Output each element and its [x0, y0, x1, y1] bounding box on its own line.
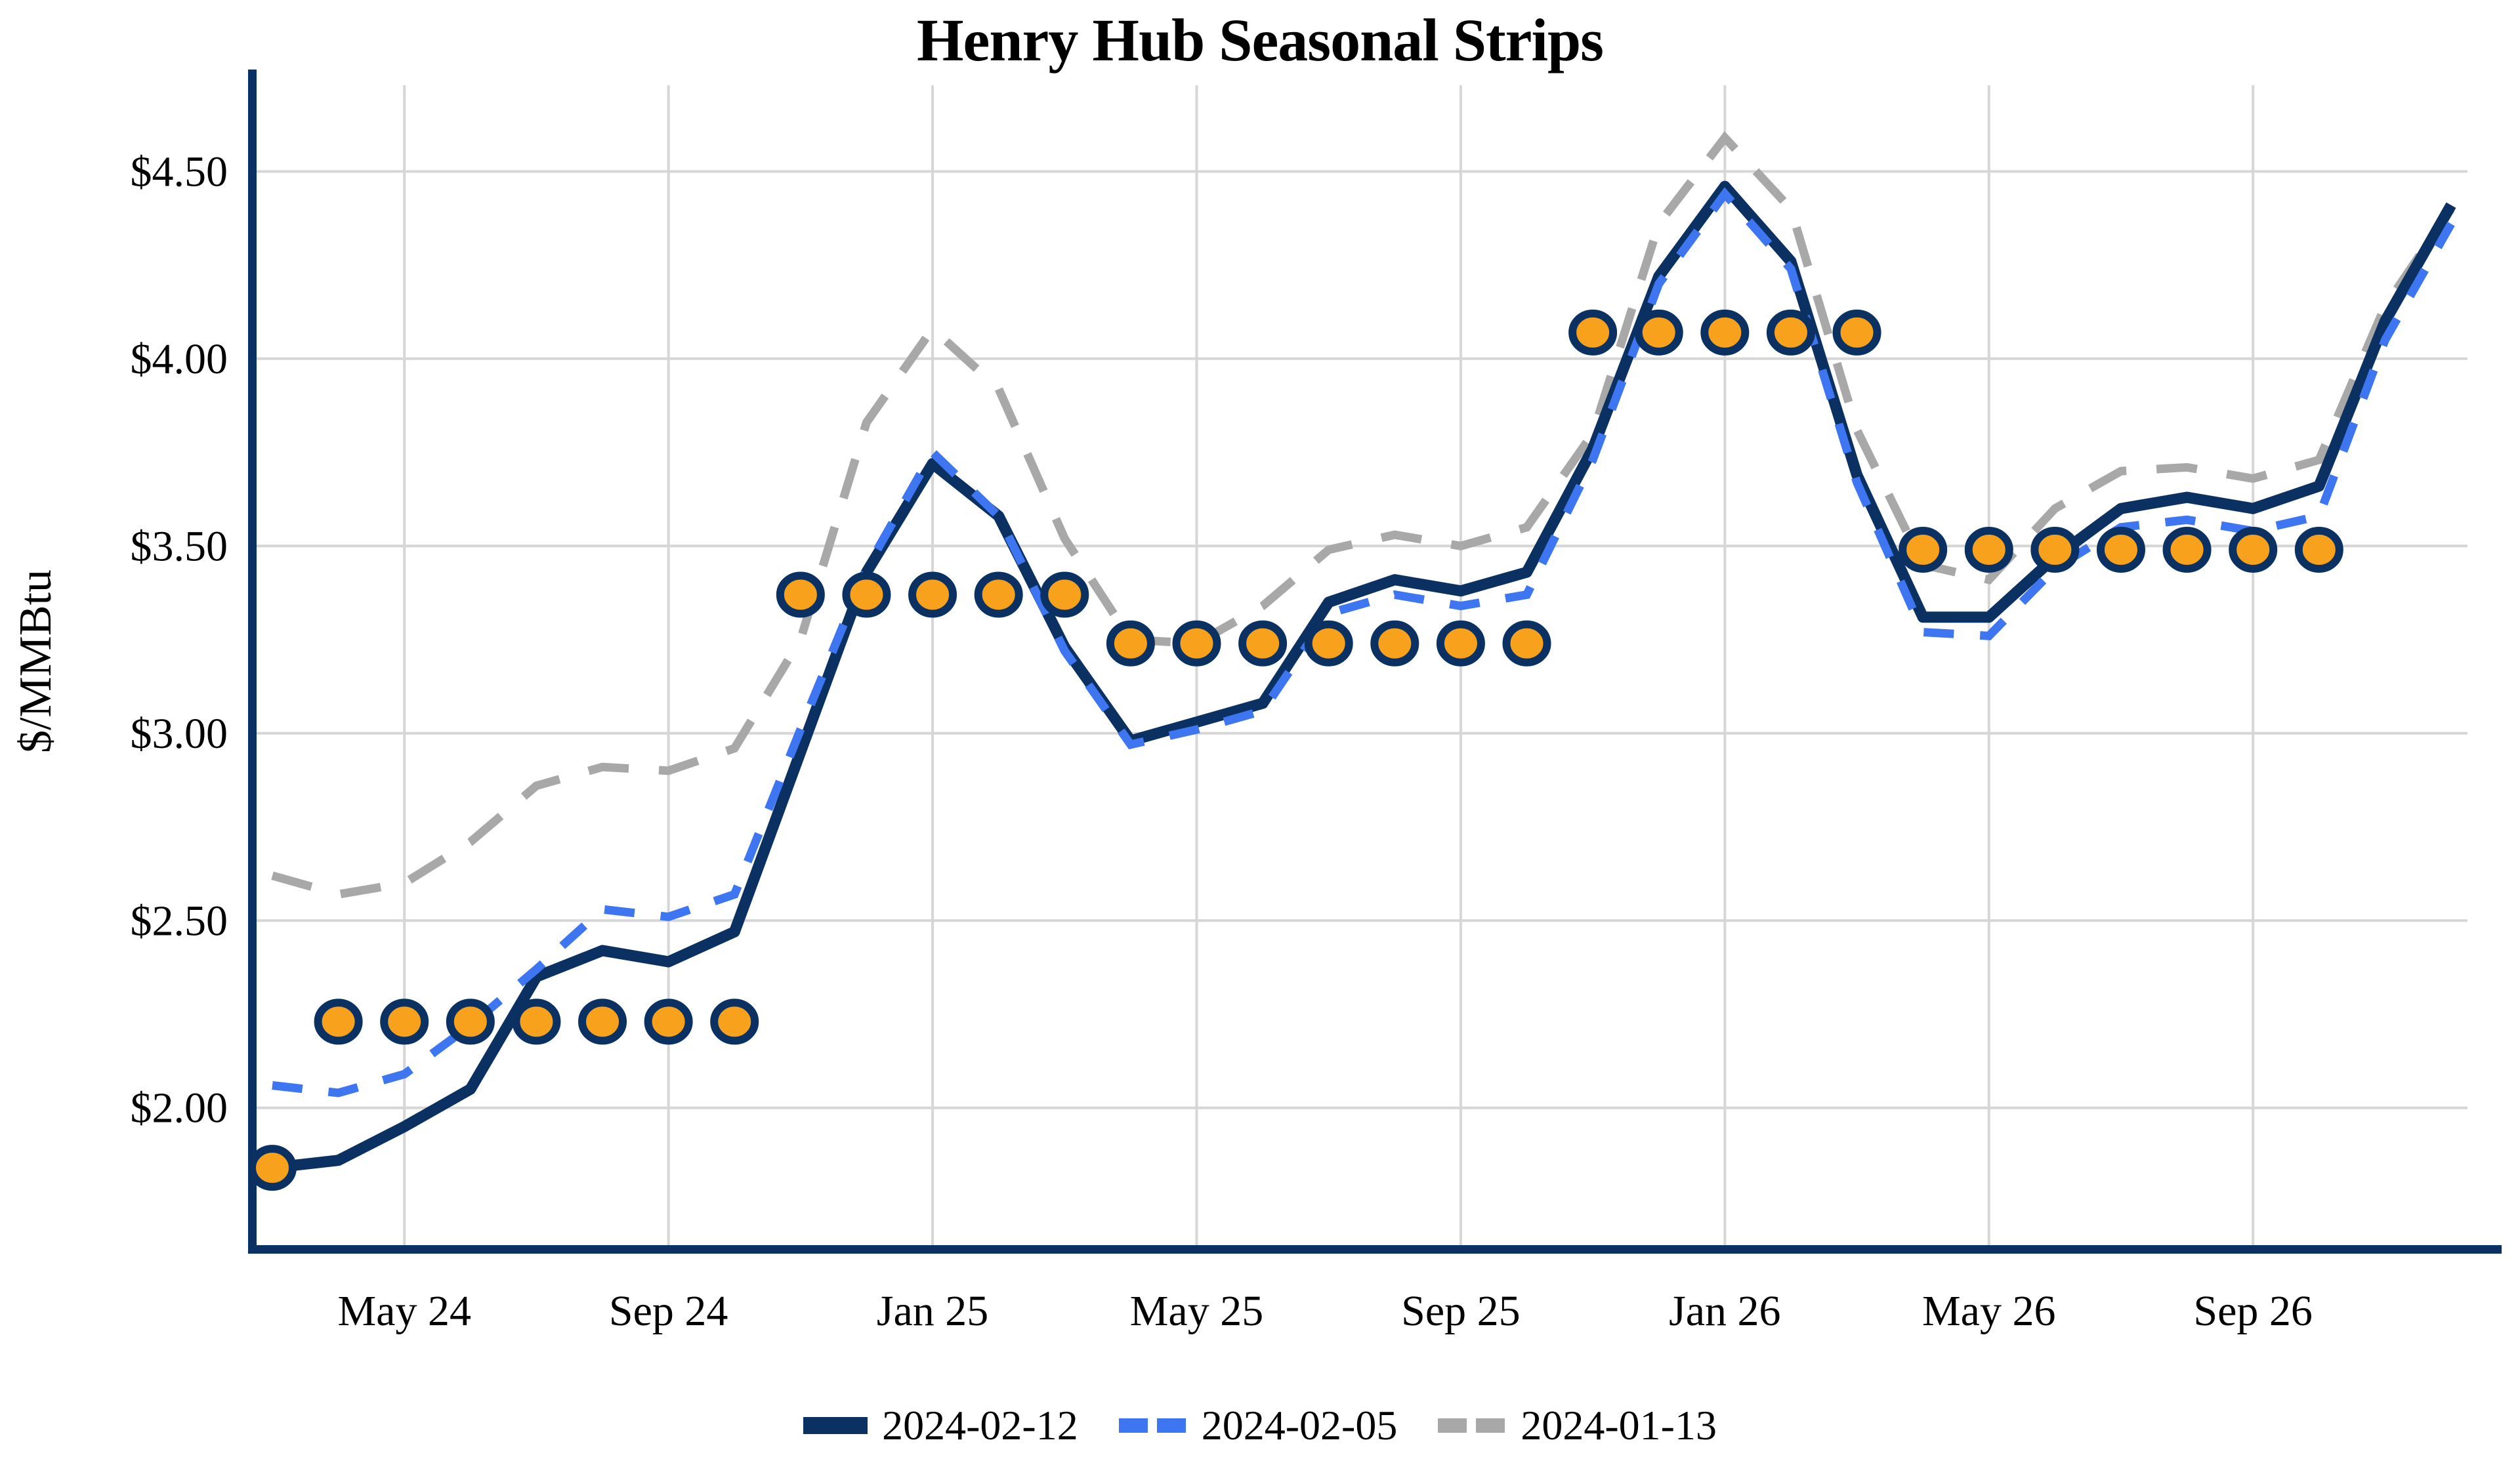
strip-marker: [1964, 527, 2013, 573]
legend-dash: [1156, 1418, 1186, 1433]
strip-marker: [1436, 620, 1485, 667]
x-axis-spine: [248, 1245, 2502, 1254]
x-tick-label: May 26: [1922, 1287, 2055, 1335]
y-axis-title: $/MMBtu: [10, 569, 61, 754]
legend-label: 2024-02-05: [1201, 1402, 1398, 1449]
strip-marker: [644, 998, 693, 1045]
legend-swatch-dashed-blue: [1118, 1418, 1186, 1433]
y-tick-label: $3.50: [131, 522, 228, 570]
x-tick-label: May 25: [1130, 1287, 1263, 1335]
legend-dash: [1476, 1418, 1505, 1433]
strip-marker: [512, 998, 561, 1045]
strip-marker: [908, 571, 957, 618]
strip-marker: [1832, 309, 1881, 356]
x-tick-label: Jan 25: [877, 1287, 988, 1335]
series-2024-01-13: [271, 131, 2455, 899]
x-tick-label: Jan 26: [1669, 1287, 1780, 1335]
strip-marker: [314, 998, 363, 1045]
series-2024-02-05: [272, 187, 2455, 1098]
legend-item-2024-01-13: 2024-01-13: [1435, 1401, 1717, 1450]
strip-marker: [1899, 527, 1948, 573]
legend-item-2024-02-05: 2024-02-05: [1116, 1401, 1398, 1450]
strip-marker: [2030, 527, 2080, 573]
y-axis-spine: [248, 70, 257, 1250]
series-2024-02-12: [272, 180, 2456, 1174]
strip-marker: [1172, 620, 1221, 667]
strip-marker: [1304, 620, 1353, 667]
strip-marker: [1502, 620, 1551, 667]
x-tick-label: May 24: [337, 1287, 471, 1335]
legend-label: 2024-01-13: [1521, 1402, 1717, 1449]
strip-marker: [2162, 527, 2212, 573]
legend-swatch-dashed-gray: [1438, 1418, 1505, 1433]
legend: 2024-02-12 2024-02-05 2024-01-13: [0, 1389, 2520, 1462]
strip-marker: [2229, 527, 2278, 573]
x-tick-label: Sep 26: [2193, 1287, 2313, 1335]
strip-marker: [1370, 620, 1419, 667]
y-tick-label: $4.50: [131, 148, 228, 195]
x-tick-label: Sep 24: [609, 1287, 728, 1335]
legend-label: 2024-02-12: [882, 1402, 1078, 1449]
strip-marker: [2294, 527, 2343, 573]
legend-dash: [1438, 1418, 1467, 1433]
strip-marker: [1568, 309, 1618, 356]
strip-marker: [1634, 309, 1683, 356]
chart-title: Henry Hub Seasonal Strips: [917, 7, 1604, 73]
legend-swatch-solid-navy: [803, 1417, 868, 1434]
y-tick-label: $4.00: [131, 335, 228, 383]
strip-marker: [1040, 571, 1089, 618]
strip-marker: [1106, 620, 1155, 667]
y-tick-label: $2.50: [131, 897, 228, 945]
strip-marker: [842, 571, 891, 618]
strip-marker: [2096, 527, 2145, 573]
strip-marker: [1238, 620, 1288, 667]
strip-marker: [446, 998, 495, 1045]
strip-marker: [578, 998, 627, 1045]
legend-item-2024-02-12: 2024-02-12: [803, 1401, 1078, 1450]
legend-line-solid: [803, 1417, 868, 1434]
legend-dash: [1118, 1418, 1148, 1433]
strip-marker: [1766, 309, 1815, 356]
strip-marker: [776, 571, 825, 618]
y-tick-label: $2.00: [131, 1084, 228, 1132]
strip-marker: [974, 571, 1023, 618]
strip-marker: [1700, 309, 1750, 356]
strip-marker: [380, 998, 429, 1045]
x-tick-label: Sep 25: [1401, 1287, 1521, 1335]
strip-marker: [248, 1145, 297, 1191]
strip-marker: [710, 998, 759, 1045]
y-tick-label: $3.00: [131, 710, 228, 758]
